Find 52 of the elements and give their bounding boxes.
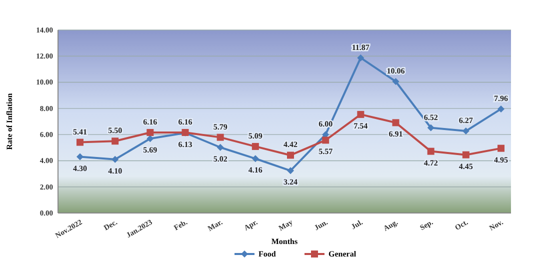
data-label: 10.06 — [386, 66, 405, 76]
data-label: 6.13 — [178, 140, 192, 149]
data-label: 3.24 — [284, 178, 298, 187]
data-label: 4.16 — [248, 166, 262, 175]
data-label: 5.57 — [318, 147, 333, 156]
data-label: 4.42 — [284, 140, 298, 150]
data-label: 4.30 — [73, 164, 87, 173]
point — [357, 110, 364, 118]
point — [252, 142, 259, 150]
data-label: 4.72 — [424, 158, 438, 168]
data-label: 5.02 — [213, 154, 228, 164]
point — [287, 167, 294, 174]
data-label: 4.95 — [494, 155, 508, 164]
point — [252, 155, 259, 162]
data-label: 5.41 — [73, 127, 87, 136]
point — [216, 144, 224, 151]
point — [146, 135, 154, 142]
data-label: 6.16 — [143, 117, 158, 126]
point — [76, 138, 84, 146]
point — [427, 148, 434, 155]
point — [392, 78, 400, 85]
data-label: 7.54 — [354, 121, 368, 130]
data-label: 5.69 — [143, 146, 158, 155]
point — [146, 128, 154, 136]
legend-label: Food — [258, 250, 276, 259]
data-label: 4.45 — [458, 162, 473, 171]
point — [357, 54, 364, 62]
data-label: 5.09 — [248, 131, 262, 140]
point — [287, 152, 294, 159]
point — [498, 144, 504, 152]
x-axis-title: Months — [271, 237, 298, 246]
point — [112, 138, 119, 145]
point — [216, 134, 224, 141]
data-label: 5.50 — [108, 126, 122, 136]
point — [427, 124, 434, 132]
point — [462, 151, 470, 158]
point — [392, 119, 400, 126]
point — [498, 105, 504, 112]
data-label: 6.91 — [388, 130, 403, 139]
data-label: 6.27 — [458, 116, 473, 126]
data-label: 11.87 — [352, 42, 370, 52]
point — [112, 156, 119, 163]
data-label: 5.79 — [213, 122, 228, 132]
data-label: 6.52 — [424, 112, 438, 122]
y-axis-title: Rate of Inflation — [5, 92, 14, 150]
legend-label: General — [328, 250, 357, 259]
data-label: 4.10 — [108, 166, 122, 176]
point — [76, 153, 84, 160]
point — [462, 128, 470, 135]
data-label: 7.96 — [494, 94, 508, 103]
point — [322, 136, 330, 144]
data-label: 6.16 — [178, 117, 192, 126]
